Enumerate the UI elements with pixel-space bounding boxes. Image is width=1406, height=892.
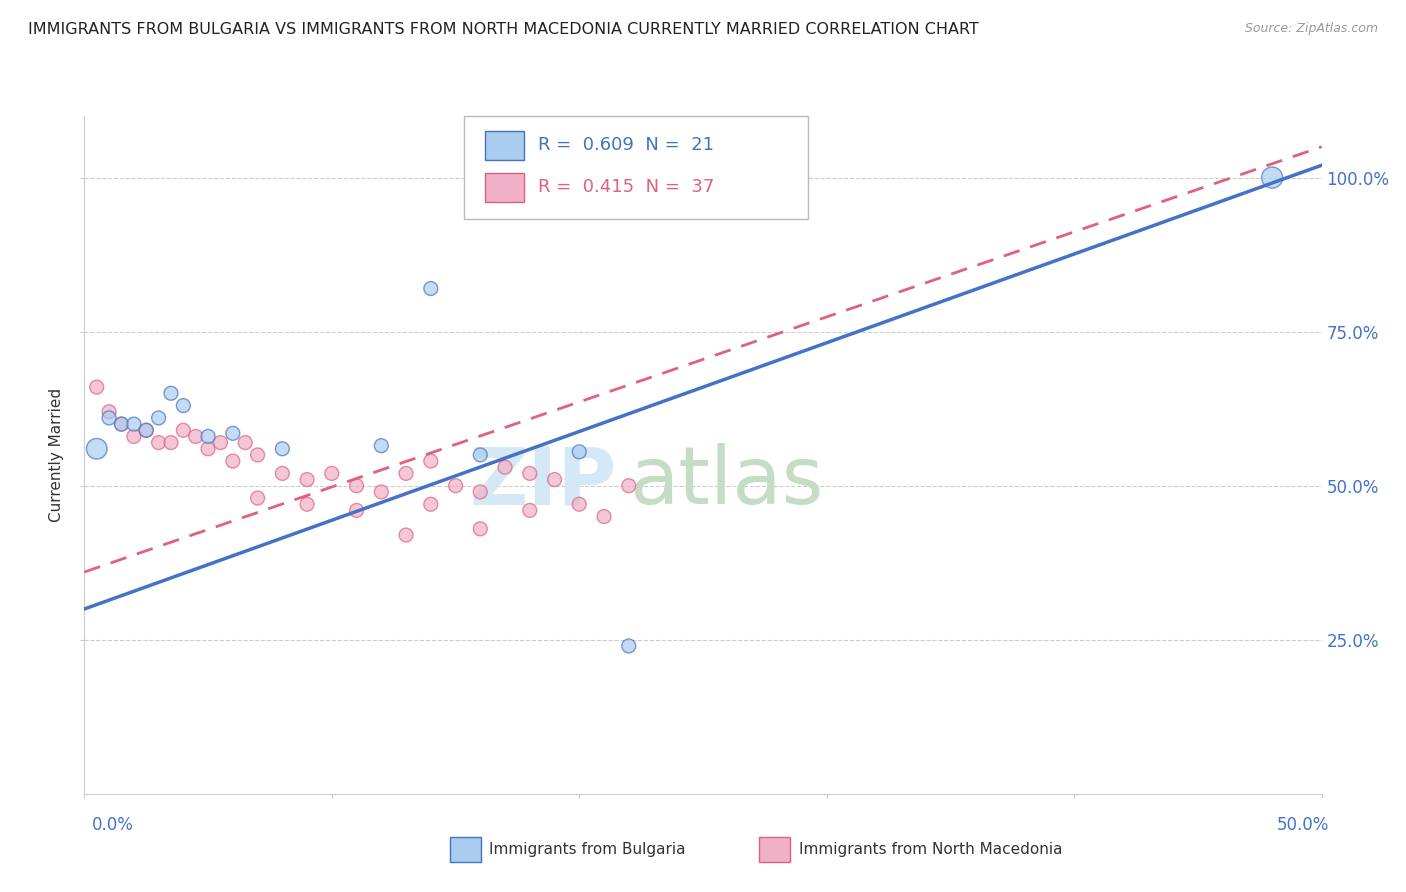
Text: Source: ZipAtlas.com: Source: ZipAtlas.com [1244, 22, 1378, 36]
Point [470, 448, 492, 462]
Point [233, 435, 256, 450]
Point [295, 497, 318, 511]
Point [617, 479, 640, 493]
Point [346, 503, 368, 517]
Point [172, 399, 194, 413]
Text: R =  0.415  N =  37: R = 0.415 N = 37 [538, 178, 714, 196]
Point [135, 423, 157, 437]
Text: R =  0.609  N =  21: R = 0.609 N = 21 [538, 136, 714, 154]
Point [295, 473, 318, 487]
Text: IMMIGRANTS FROM BULGARIA VS IMMIGRANTS FROM NORTH MACEDONIA CURRENTLY MARRIED CO: IMMIGRANTS FROM BULGARIA VS IMMIGRANTS F… [28, 22, 979, 37]
Point [209, 435, 232, 450]
Point [222, 454, 245, 468]
Point [86, 442, 108, 456]
Point [519, 467, 541, 481]
Point [271, 467, 294, 481]
Text: 0.0%: 0.0% [91, 816, 134, 834]
Point [419, 497, 441, 511]
Point [1261, 170, 1284, 185]
Point [271, 442, 294, 456]
Text: ZIP: ZIP [470, 443, 616, 521]
Point [197, 429, 219, 443]
Point [122, 417, 145, 431]
Point [86, 380, 108, 394]
Point [184, 429, 207, 443]
Point [148, 435, 170, 450]
Point [98, 405, 121, 419]
Point [568, 445, 591, 459]
Text: Immigrants from North Macedonia: Immigrants from North Macedonia [799, 842, 1062, 856]
Point [110, 417, 132, 431]
Point [568, 497, 591, 511]
Point [110, 417, 132, 431]
Text: Immigrants from Bulgaria: Immigrants from Bulgaria [489, 842, 686, 856]
Point [135, 423, 157, 437]
Point [98, 411, 121, 425]
Point [122, 429, 145, 443]
Point [444, 479, 467, 493]
Point [470, 522, 492, 536]
Point [148, 411, 170, 425]
Point [519, 503, 541, 517]
Point [370, 484, 392, 499]
Point [419, 454, 441, 468]
Point [470, 484, 492, 499]
Point [419, 281, 441, 295]
Point [617, 639, 640, 653]
Point [172, 423, 194, 437]
Point [160, 435, 183, 450]
Text: 50.0%: 50.0% [1277, 816, 1329, 834]
Point [246, 448, 269, 462]
Point [346, 479, 368, 493]
Point [370, 439, 392, 453]
Y-axis label: Currently Married: Currently Married [49, 388, 65, 522]
Point [246, 491, 269, 505]
Point [593, 509, 616, 524]
Point [494, 460, 516, 475]
Point [222, 426, 245, 441]
Point [197, 442, 219, 456]
Point [395, 467, 418, 481]
Point [321, 467, 343, 481]
Text: atlas: atlas [628, 443, 823, 521]
Point [395, 528, 418, 542]
Point [160, 386, 183, 401]
Point [543, 473, 565, 487]
